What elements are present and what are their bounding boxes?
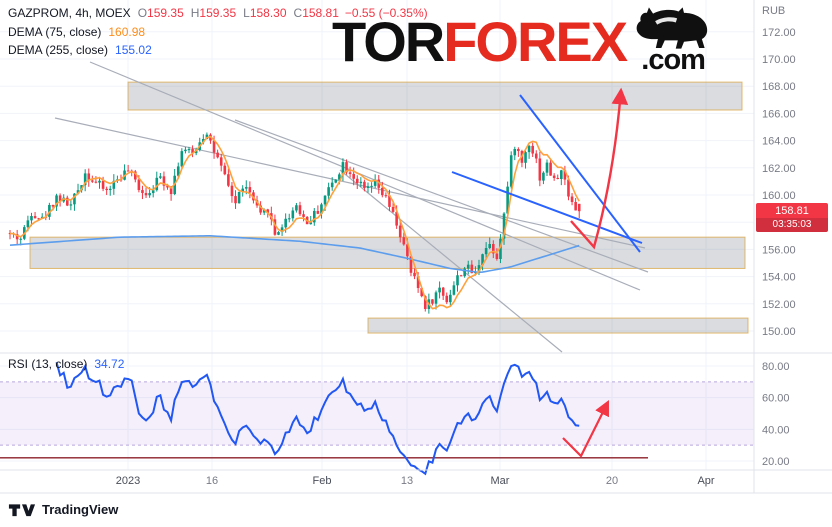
logo-forex: FOREX [443,10,628,73]
low-label: L [243,6,250,20]
open-label: O [137,6,148,20]
separators [0,0,832,494]
dema75-legend[interactable]: DEMA (75, close) 160.98 [8,25,145,39]
svg-text:Mar: Mar [491,475,510,487]
rsi-label: RSI (13, close) [8,357,88,371]
price-axis[interactable]: RUB 172.00 170.00 168.00 166.00 164.00 162.00 1… [762,5,796,468]
close-label: C [293,6,303,20]
rsi-forecast-arrow [562,400,609,458]
dema75-line [9,135,580,310]
zone-support-lower [367,317,749,334]
tradingview-logo[interactable]: TradingView [8,502,118,517]
svg-text:172.00: 172.00 [762,27,796,39]
svg-text:154.00: 154.00 [762,272,796,284]
gridlines [0,0,754,470]
svg-text:60.00: 60.00 [762,393,790,405]
last-price-badge: 158.81 03:35:03 [756,203,828,232]
open-value: 159.35 [147,6,184,20]
symbol-legend[interactable]: GAZPROM, 4h, MOEX O159.35 H159.35 L158.30 C1… [8,6,428,20]
dema75-label: DEMA (75, close) [8,25,102,39]
time-axis[interactable]: 2023 16 Feb 13 Mar 20 Apr [116,475,715,487]
dema255-legend[interactable]: DEMA (255, close) 155.02 [8,43,152,57]
high-label: H [190,6,200,20]
candles [8,132,581,314]
high-value: 159.35 [199,6,237,20]
rsi-plot [0,362,648,476]
svg-text:150.00: 150.00 [762,326,796,338]
bull-icon [636,7,708,49]
close-value: 158.81 [302,6,339,20]
svg-text:160.00: 160.00 [762,190,796,202]
tradingview-brand-text: TradingView [42,502,119,517]
rsi-line [55,362,580,476]
svg-text:156.00: 156.00 [762,244,796,256]
logo-tor: TOR [332,10,445,73]
svg-text:166.00: 166.00 [762,108,796,120]
dema255-line [9,235,580,274]
change-value: −0.55 (−0.35%) [344,6,428,20]
price-forecast-arrow [570,87,629,250]
svg-text:16: 16 [206,475,218,487]
svg-text:80.00: 80.00 [762,361,790,373]
dema255-value: 155.02 [115,43,152,57]
last-price-value: 158.81 [756,203,828,218]
logo-com: .com [641,44,706,76]
trendlines-blue[interactable] [451,94,643,253]
trendlines-gray[interactable] [54,61,649,353]
svg-text:2023: 2023 [116,475,140,487]
svg-text:Feb: Feb [313,475,332,487]
svg-text:164.00: 164.00 [762,136,796,148]
tradingview-icon [8,503,36,516]
svg-text:20: 20 [606,475,618,487]
svg-text:RUB: RUB [762,5,785,17]
svg-text:170.00: 170.00 [762,54,796,66]
symbol-title: GAZPROM, 4h, MOEX [8,6,131,20]
svg-text:20.00: 20.00 [762,456,790,468]
dema255-label: DEMA (255, close) [8,43,109,57]
svg-text:40.00: 40.00 [762,424,790,436]
svg-text:168.00: 168.00 [762,81,796,93]
rsi-band [0,381,754,446]
low-value: 158.30 [249,6,287,20]
zone-resistance-upper [127,81,743,111]
rsi-value: 34.72 [94,357,125,371]
svg-text:13: 13 [401,475,413,487]
torforex-watermark: TOR FOREX .com [332,7,716,76]
svg-text:162.00: 162.00 [762,163,796,175]
dema75-value: 160.98 [108,25,146,39]
indicators [9,135,580,310]
rsi-legend[interactable]: RSI (13, close) 34.72 [8,357,124,371]
forecast-arrows[interactable] [562,87,629,458]
svg-text:152.00: 152.00 [762,299,796,311]
bar-countdown: 03:35:03 [756,218,828,232]
svg-text:Apr: Apr [697,475,714,487]
